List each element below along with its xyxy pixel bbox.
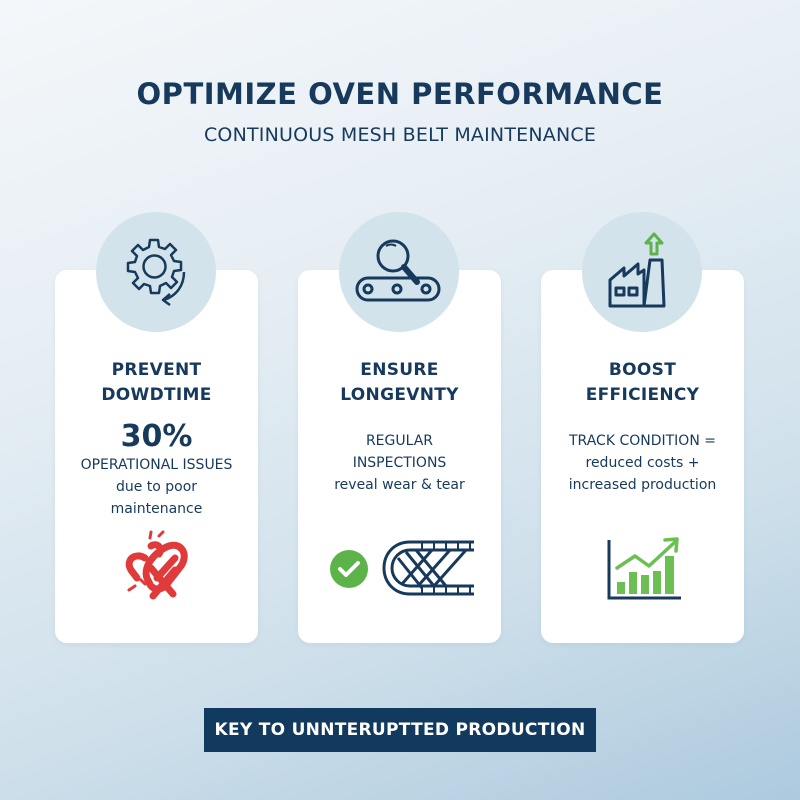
- check-circle-icon: [330, 550, 368, 592]
- card-title-line: LONGEVNTY: [340, 385, 459, 405]
- stat-value: 30%: [120, 419, 193, 454]
- card-ensure-longevity: ENSURE LONGEVNTY REGULAR INSPECTIONS rev…: [298, 270, 501, 643]
- factory-growth-icon: [582, 212, 702, 332]
- card-title-line: PREVENT: [111, 360, 202, 380]
- page-title: OPTIMIZE OVEN PERFORMANCE: [136, 77, 664, 111]
- desc-line: REGULAR: [365, 433, 434, 449]
- desc-line: OPERATIONAL ISSUES: [80, 457, 233, 473]
- card-description: REGULAR INSPECTIONS reveal wear & tear: [298, 430, 501, 496]
- banner-key-to-production: KEY TO UNNTERUPTTED PRODUCTION: [204, 708, 596, 752]
- card-prevent-downtime: PREVENT DOWDTIME 30% OPERATIONAL ISSUES …: [55, 270, 258, 643]
- desc-line: reduced costs +: [585, 455, 700, 471]
- desc-line: maintenance: [110, 501, 203, 517]
- desc-line: due to poor: [115, 479, 198, 495]
- desc-line: increased production: [568, 477, 717, 493]
- card-title-line: EFFICIENCY: [585, 385, 700, 405]
- mesh-belt-icon: [382, 538, 474, 602]
- card-boost-efficiency: BOOST EFFICIENCY TRACK CONDITION = reduc…: [541, 270, 744, 643]
- card-title-line: DOWDTIME: [101, 385, 212, 405]
- desc-line: TRACK CONDITION =: [569, 433, 716, 449]
- card-title-line: ENSURE: [360, 360, 439, 380]
- card-title: ENSURE LONGEVNTY: [298, 358, 501, 408]
- card-description: OPERATIONAL ISSUES due to poor maintenan…: [55, 454, 258, 520]
- page-subtitle: CONTINUOUS MESH BELT MAINTENANCE: [203, 124, 597, 146]
- card-title: PREVENT DOWDTIME: [55, 358, 258, 408]
- conveyor-inspection-icon: [339, 212, 459, 332]
- desc-line: INSPECTIONS: [352, 455, 447, 471]
- gear-rotate-icon: [96, 212, 216, 332]
- card-title-line: BOOST: [608, 360, 677, 380]
- card-description: TRACK CONDITION = reduced costs + increa…: [541, 430, 744, 496]
- card-title: BOOST EFFICIENCY: [541, 358, 744, 408]
- growth-chart-icon: [605, 534, 683, 606]
- broken-chain-icon: [117, 528, 197, 612]
- desc-line: reveal wear & tear: [334, 477, 465, 493]
